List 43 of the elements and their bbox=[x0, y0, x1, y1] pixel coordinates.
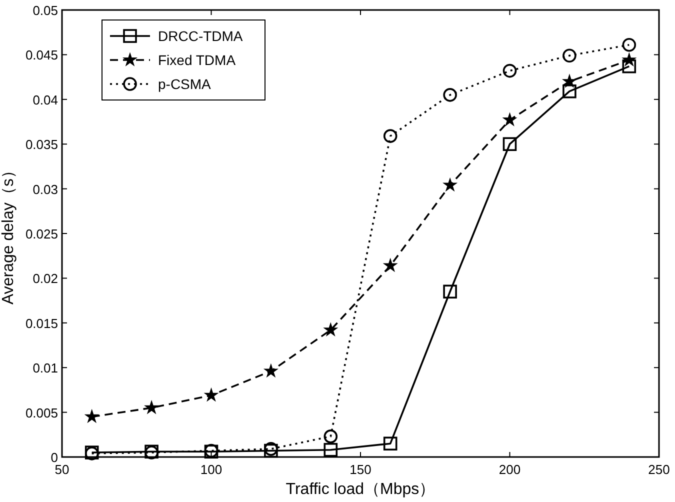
point bbox=[324, 430, 338, 444]
x-axis-title: Traffic load（Mbps） bbox=[286, 481, 436, 498]
point bbox=[622, 52, 637, 66]
point bbox=[442, 177, 458, 192]
point bbox=[324, 442, 338, 457]
y-tick-label: 0.035 bbox=[25, 137, 58, 152]
y-tick-label: 0 bbox=[50, 450, 58, 465]
point bbox=[383, 129, 398, 143]
point bbox=[84, 408, 100, 424]
point bbox=[204, 387, 219, 402]
y-tick-label: 0.01 bbox=[32, 360, 58, 376]
point bbox=[443, 284, 457, 299]
point bbox=[622, 59, 636, 74]
y-tick-label: 0.02 bbox=[32, 271, 58, 286]
y-tick-label: 0.005 bbox=[25, 405, 58, 420]
x-tick-label: 150 bbox=[350, 462, 372, 477]
y-tick-label: 0.045 bbox=[25, 48, 58, 63]
point bbox=[263, 363, 278, 378]
point bbox=[502, 137, 517, 151]
y-tick-label: 0.04 bbox=[32, 92, 58, 108]
y-axis-title: Average delay（s） bbox=[0, 162, 17, 304]
legend-label: DRCC-TDMA bbox=[158, 28, 244, 44]
x-tick-label: 200 bbox=[498, 462, 521, 477]
point bbox=[562, 84, 576, 98]
legend-label: p-CSMA bbox=[158, 76, 212, 92]
y-tick-label: 0.03 bbox=[32, 182, 58, 197]
y-tick-label: 0.05 bbox=[32, 3, 58, 18]
point bbox=[562, 74, 577, 88]
y-tick-label: 0.025 bbox=[25, 226, 58, 242]
x-tick-label: 50 bbox=[54, 462, 70, 477]
point bbox=[502, 112, 518, 126]
x-tick-label: 100 bbox=[200, 462, 222, 477]
point bbox=[383, 436, 398, 450]
legend-label: Fixed TDMA bbox=[158, 52, 236, 68]
point bbox=[622, 38, 636, 52]
x-tick-label: 250 bbox=[648, 462, 670, 477]
point bbox=[323, 322, 338, 336]
y-tick-label: 0.015 bbox=[25, 316, 58, 331]
point bbox=[144, 400, 160, 414]
point bbox=[443, 88, 457, 102]
point bbox=[562, 48, 576, 62]
point bbox=[382, 258, 398, 272]
point bbox=[502, 64, 517, 78]
